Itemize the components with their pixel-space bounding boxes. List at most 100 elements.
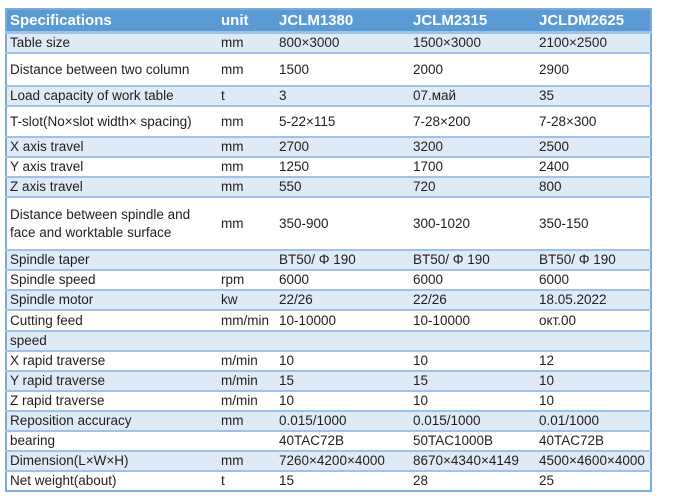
table-row: Spindle taper BT50/ Φ 190 BT50/ Φ 190 BT50/… — [6, 249, 651, 270]
value-cell: 7-28×300 — [534, 105, 651, 137]
value-cell: 7-28×200 — [408, 105, 534, 137]
value-cell: 7260×4200×4000 — [274, 450, 408, 471]
table-row: Load capacity of work table t 3 07.май 35 — [6, 85, 651, 106]
value-cell: 8670×4340×4149 — [408, 450, 534, 471]
value-cell: 1500×3000 — [408, 31, 534, 53]
table-row: Z axis travel mm 550 720 800 — [6, 176, 651, 197]
value-cell: 0.01/1000 — [534, 410, 651, 431]
spec-label-cell: Net weight(about) — [6, 470, 216, 491]
value-cell: 3200 — [408, 136, 534, 157]
table-row: Spindle motor kw 22/26 22/26 18.05.2022 — [6, 289, 651, 310]
table-row: X rapid traverse m/min 10 10 12 — [6, 350, 651, 371]
unit-cell: mm — [216, 156, 274, 177]
value-cell: 10 — [408, 350, 534, 371]
value-cell: 4500×4600×4000 — [534, 450, 651, 471]
value-cell: 1700 — [408, 156, 534, 177]
spec-label-cell: Spindle motor — [6, 289, 216, 310]
spec-label-cell: Spindle speed — [6, 269, 216, 290]
unit-cell: t — [216, 85, 274, 106]
value-cell: 3 — [274, 85, 408, 106]
spec-label-cell: Cutting feed — [6, 309, 216, 331]
value-cell: 300-1020 — [408, 196, 534, 250]
value-cell: 350-150 — [534, 196, 651, 250]
value-cell: 10-10000 — [274, 309, 408, 331]
value-cell: 0.015/1000 — [274, 410, 408, 431]
spec-label-cell: bearing — [6, 430, 216, 451]
spec-label-cell: Y rapid traverse — [6, 370, 216, 391]
spec-label-cell: Table size — [6, 31, 216, 53]
value-cell: BT50/ Φ 190 — [408, 249, 534, 270]
unit-cell: rpm — [216, 269, 274, 290]
value-cell: 350-900 — [274, 196, 408, 250]
spec-label-cell: Reposition accuracy — [6, 410, 216, 431]
value-cell: 720 — [408, 176, 534, 197]
spec-label-cell: Load capacity of work table — [6, 85, 216, 106]
table-row: Dimension(L×W×H) mm 7260×4200×4000 8670×434… — [6, 450, 651, 471]
value-cell: 6000 — [534, 269, 651, 290]
column-header-specifications: Specifications — [6, 9, 216, 34]
column-header-jcldm2625: JCLDM2625 — [534, 9, 651, 34]
value-cell: 2400 — [534, 156, 651, 177]
table-row: Y rapid traverse m/min 15 15 10 — [6, 370, 651, 391]
value-cell: 5-22×115 — [274, 105, 408, 137]
value-cell: 2500 — [534, 136, 651, 157]
value-cell — [408, 330, 534, 351]
value-cell: 10 — [534, 390, 651, 411]
table-row: X axis travel mm 2700 3200 2500 — [6, 136, 651, 157]
table-row: Y axis travel mm 1250 1700 2400 — [6, 156, 651, 177]
unit-cell: kw — [216, 289, 274, 310]
unit-cell: mm — [216, 176, 274, 197]
spec-label-cell: T-slot(No×slot width× spacing) — [6, 105, 216, 137]
value-cell: 1250 — [274, 156, 408, 177]
unit-cell: mm/min — [216, 309, 274, 331]
table-row: Cutting feed mm/min 10-10000 10-10000 окт.00 — [6, 309, 651, 331]
unit-cell: mm — [216, 52, 274, 86]
value-cell: 2000 — [408, 52, 534, 86]
value-cell: BT50/ Φ 190 — [534, 249, 651, 270]
value-cell: 800 — [534, 176, 651, 197]
value-cell: 18.05.2022 — [534, 289, 651, 310]
unit-cell — [216, 330, 274, 351]
table-row: Distance between two column mm 1500 2000 290… — [6, 52, 651, 86]
value-cell: 0.015/1000 — [408, 410, 534, 431]
value-cell: 10 — [534, 370, 651, 391]
unit-cell: mm — [216, 136, 274, 157]
value-cell: 1500 — [274, 52, 408, 86]
table-row: T-slot(No×slot width× spacing) mm 5-22×115… — [6, 105, 651, 137]
value-cell: 10-10000 — [408, 309, 534, 331]
value-cell: 28 — [408, 470, 534, 491]
value-cell: 550 — [274, 176, 408, 197]
value-cell: 10 — [408, 390, 534, 411]
spec-label-cell: Dimension(L×W×H) — [6, 450, 216, 471]
unit-cell: t — [216, 470, 274, 491]
value-cell: 15 — [274, 470, 408, 491]
value-cell: 40TAC72B — [534, 430, 651, 451]
value-cell: 40TAC72B — [274, 430, 408, 451]
spec-label-cell: Distance between two column — [6, 52, 216, 86]
spec-label-cell: Spindle taper — [6, 249, 216, 270]
unit-cell: mm — [216, 450, 274, 471]
value-cell: 22/26 — [274, 289, 408, 310]
value-cell: 2900 — [534, 52, 651, 86]
column-header-jclm2315: JCLM2315 — [408, 9, 534, 34]
column-header-unit: unit — [216, 9, 274, 34]
value-cell: 35 — [534, 85, 651, 106]
value-cell: окт.00 — [534, 309, 651, 331]
value-cell: 10 — [274, 390, 408, 411]
value-cell: 25 — [534, 470, 651, 491]
unit-cell: mm — [216, 31, 274, 53]
table-row: bearing 40TAC72B 50TAC1000B 40TAC72B — [6, 430, 651, 451]
value-cell: 22/26 — [408, 289, 534, 310]
unit-cell: mm — [216, 196, 274, 250]
value-cell: 6000 — [408, 269, 534, 290]
unit-cell: m/min — [216, 390, 274, 411]
spec-label-cell: X rapid traverse — [6, 350, 216, 371]
table-row: Net weight(about) t 15 28 25 — [6, 470, 651, 491]
spec-label-cell: Y axis travel — [6, 156, 216, 177]
value-cell: 07.май — [408, 85, 534, 106]
table-row: Table size mm 800×3000 1500×3000 2100×2500 — [6, 31, 651, 53]
value-cell — [274, 330, 408, 351]
spec-table-body: Table size mm 800×3000 1500×3000 2100×2500 Di… — [6, 31, 651, 491]
table-row: Distance between spindle and face and wo… — [6, 196, 651, 250]
value-cell — [534, 330, 651, 351]
